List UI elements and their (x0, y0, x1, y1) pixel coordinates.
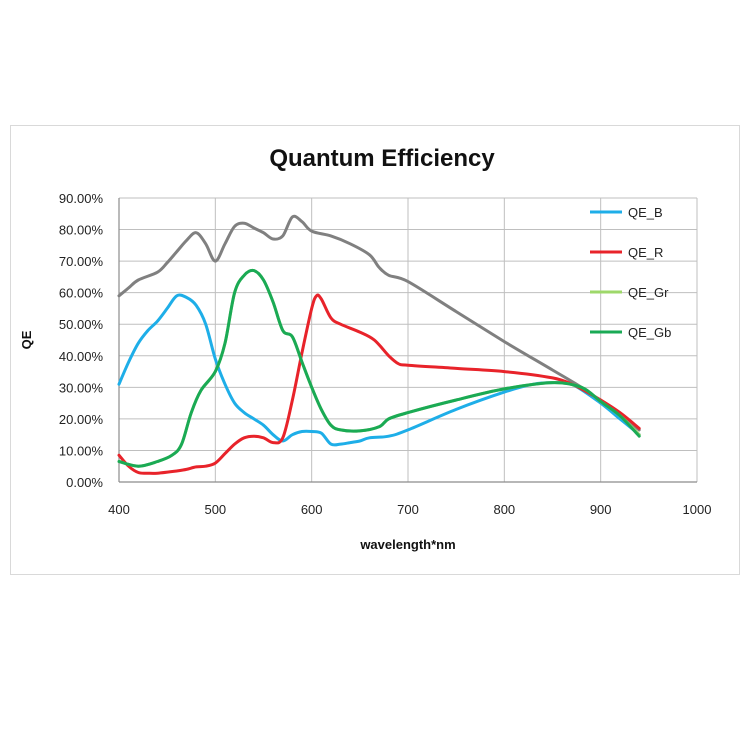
y-tick-label: 30.00% (59, 380, 104, 395)
series-line-qe-r (117, 293, 641, 475)
x-tick-label: 700 (397, 502, 419, 517)
legend-label-qe-gr: QE_Gr (628, 285, 669, 300)
series-line-qe-gb (117, 268, 641, 468)
y-tick-label: 70.00% (59, 254, 104, 269)
y-tick-label: 20.00% (59, 412, 104, 427)
y-tick-label: 60.00% (59, 286, 104, 301)
x-axis-label: wavelength*nm (359, 537, 455, 552)
y-tick-label: 80.00% (59, 223, 104, 238)
y-tick-label: 0.00% (66, 475, 103, 490)
chart-frame (10, 125, 740, 575)
x-tick-label: 500 (204, 502, 226, 517)
x-tick-label: 600 (301, 502, 323, 517)
x-tick-label: 1000 (683, 502, 712, 517)
x-tick-label: 800 (493, 502, 515, 517)
legend: QE_B QE_R QE_Gr QE_Gb (590, 205, 671, 340)
x-tick-label: 400 (108, 502, 130, 517)
legend-label-qe-r: QE_R (628, 245, 663, 260)
series-line-total (117, 214, 641, 432)
chart-title: Quantum Efficiency (269, 145, 495, 172)
y-tick-label: 90.00% (59, 191, 104, 206)
gridlines (118, 197, 698, 483)
series-lines (117, 214, 641, 475)
y-tick-label: 10.00% (59, 443, 104, 458)
legend-label-qe-gb: QE_Gb (628, 325, 671, 340)
axis-ticks: 0.00% 10.00% 20.00% 30.00% 40.00% 50.00% 60.00… (59, 191, 712, 517)
legend-label-qe-b: QE_B (628, 205, 663, 220)
y-axis-label: QE (19, 330, 34, 349)
y-tick-label: 40.00% (59, 349, 104, 364)
series-line-qe-b (117, 293, 641, 447)
y-tick-label: 50.00% (59, 317, 104, 332)
x-tick-label: 900 (590, 502, 612, 517)
